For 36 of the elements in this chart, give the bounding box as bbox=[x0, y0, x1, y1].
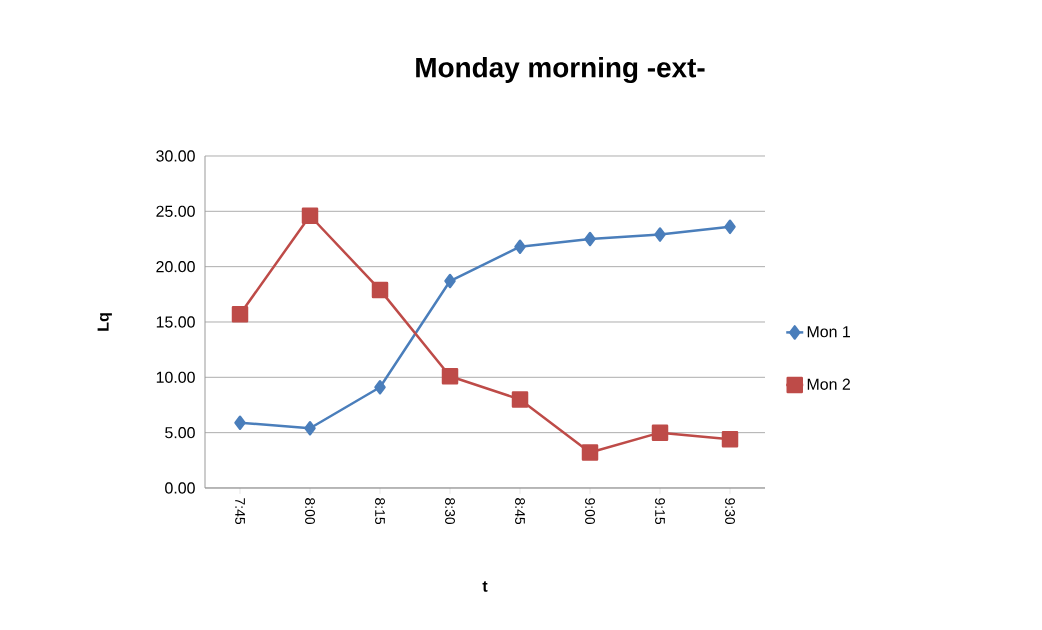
point bbox=[651, 424, 669, 441]
y-tick-label: 25.00 bbox=[156, 205, 195, 217]
point bbox=[724, 219, 736, 235]
point bbox=[374, 380, 386, 395]
x-tick-label: 9:00 bbox=[585, 498, 595, 525]
y-tick-label: 0.00 bbox=[165, 482, 195, 494]
legend-label: Mon 2 bbox=[807, 378, 850, 390]
x-tick-label: 8:00 bbox=[305, 498, 315, 525]
y-axis-title: Lq bbox=[97, 313, 112, 331]
x-tick-label: 9:30 bbox=[725, 498, 735, 525]
x-tick-label: 8:45 bbox=[515, 498, 525, 525]
point bbox=[444, 273, 456, 289]
point bbox=[654, 227, 666, 242]
point bbox=[301, 207, 319, 224]
point bbox=[371, 281, 389, 299]
point bbox=[584, 231, 596, 247]
y-tick-label: 10.00 bbox=[156, 371, 195, 383]
x-tick-label: 7:45 bbox=[235, 498, 245, 525]
point bbox=[441, 367, 459, 385]
point bbox=[231, 305, 249, 323]
y-tick-label: 30.00 bbox=[156, 150, 195, 162]
point bbox=[581, 444, 599, 461]
y-tick-label: 15.00 bbox=[156, 316, 195, 328]
point bbox=[511, 391, 529, 408]
x-tick-label: 9:15 bbox=[655, 498, 665, 525]
y-tick-label: 5.00 bbox=[165, 427, 195, 439]
x-tick-label: 8:15 bbox=[375, 498, 385, 525]
y-tick-label: 20.00 bbox=[156, 261, 195, 273]
point bbox=[721, 431, 739, 448]
point bbox=[514, 239, 526, 254]
point bbox=[234, 415, 246, 430]
chart-title: Monday morning -ext- bbox=[416, 56, 705, 84]
x-tick-label: 8:30 bbox=[445, 498, 455, 525]
point bbox=[304, 420, 316, 436]
x-axis-title: t bbox=[482, 581, 488, 592]
legend-label: Mon 1 bbox=[807, 326, 850, 338]
